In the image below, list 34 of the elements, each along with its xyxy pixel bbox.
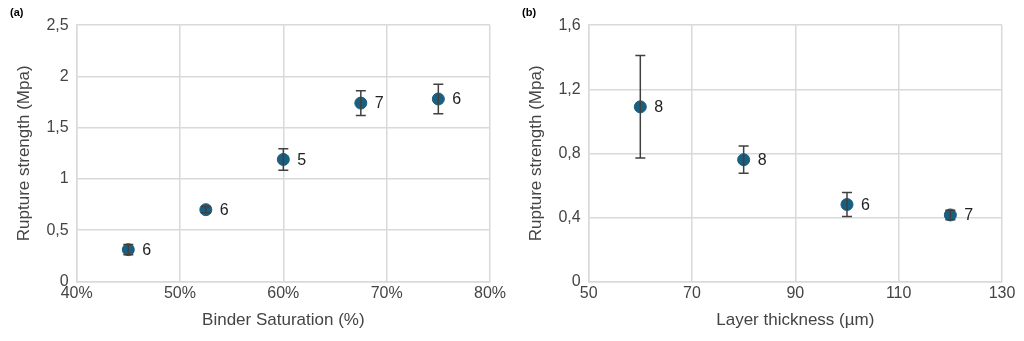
y-tick-label: 1 <box>59 169 69 187</box>
annotation: 7 <box>374 94 384 112</box>
x-tick-label: 60% <box>267 284 300 302</box>
x-tick-label: 70% <box>370 284 403 302</box>
annotation: 6 <box>142 241 152 259</box>
x-tick-label: 70 <box>683 284 701 302</box>
y-tick-label: 0,4 <box>558 207 581 225</box>
y-tick-label: 0 <box>571 271 581 289</box>
chart-title: (b) <box>522 5 537 18</box>
y-axis-title: Rupture strength (Mpa) <box>525 65 545 242</box>
y-tick-label: 1,6 <box>558 15 581 33</box>
x-tick-label: 50% <box>163 284 196 302</box>
x-tick-label: 130 <box>988 284 1016 302</box>
annotation: 6 <box>860 195 870 213</box>
annotation: 7 <box>964 206 974 224</box>
y-tick-label: 1,2 <box>558 79 581 97</box>
annotation: 5 <box>297 150 307 168</box>
x-axis-title: Layer thickness (µm) <box>716 310 875 330</box>
x-tick-label: 80% <box>473 284 507 302</box>
annotation: 8 <box>757 151 767 169</box>
annotation: 6 <box>219 201 229 219</box>
chart-title: (a) <box>10 5 24 18</box>
x-axis-title: Binder Saturation (%) <box>202 310 365 330</box>
x-tick-label: 110 <box>885 284 912 302</box>
annotation: 8 <box>654 98 664 116</box>
y-tick-label: 1,5 <box>46 118 69 136</box>
x-tick-label: 50 <box>579 284 598 302</box>
y-tick-label: 2,5 <box>46 15 69 33</box>
x-tick-label: 90 <box>786 284 805 302</box>
y-tick-label: 0,5 <box>46 220 69 238</box>
y-axis-title: Rupture strength (Mpa) <box>13 65 33 242</box>
y-tick-label: 0,8 <box>558 143 581 161</box>
y-tick-label: 2 <box>59 66 69 84</box>
annotation: 6 <box>452 90 462 108</box>
